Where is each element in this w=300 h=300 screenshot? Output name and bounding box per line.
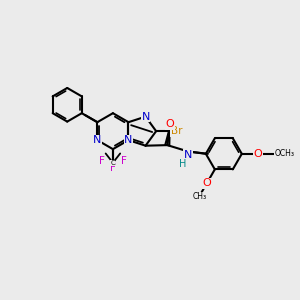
Text: CH₃: CH₃ (192, 193, 206, 202)
Text: F: F (121, 156, 127, 166)
Text: N: N (93, 135, 101, 145)
Text: H: H (179, 159, 187, 169)
Text: F: F (99, 156, 105, 166)
Text: N: N (124, 135, 133, 145)
Text: F: F (110, 163, 116, 173)
Text: N: N (141, 112, 150, 122)
Text: N: N (184, 150, 192, 160)
Text: OCH₃: OCH₃ (274, 149, 294, 158)
Text: O: O (202, 178, 211, 188)
Text: Br: Br (171, 126, 182, 136)
Text: C: C (110, 160, 115, 166)
Text: O: O (254, 149, 262, 159)
Text: O: O (165, 119, 174, 129)
